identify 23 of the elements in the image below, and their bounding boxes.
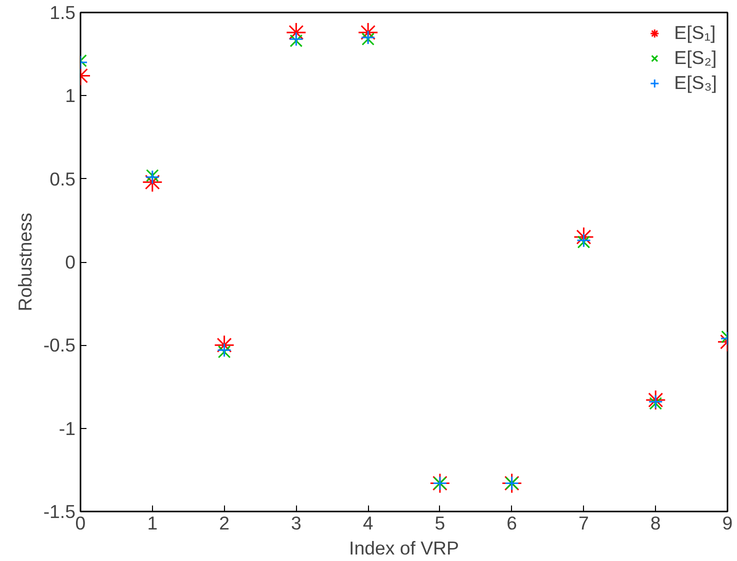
- legend-label: E[S₃]: [674, 72, 717, 94]
- y-tick-label: 0.5: [50, 168, 76, 190]
- y-tick-label: 1: [65, 85, 76, 106]
- x-tick-label: 5: [434, 512, 446, 534]
- legend-label: E[S₁]: [674, 22, 716, 44]
- y-tick-label: 0: [65, 252, 76, 272]
- x-tick-label: 2: [219, 512, 230, 534]
- x-tick-label: 3: [290, 512, 302, 534]
- legend-label: E[S₂]: [674, 47, 717, 69]
- x-axis-title: Index of VRP: [349, 538, 459, 558]
- x-tick-label: 6: [506, 512, 518, 534]
- x-tick-label: 7: [578, 512, 589, 534]
- x-tick-label: 9: [722, 512, 733, 534]
- y-tick-label: -0.5: [43, 334, 76, 356]
- point: [214, 334, 235, 356]
- x-tick-label: 8: [650, 512, 661, 534]
- point: [645, 390, 666, 410]
- y-tick-label: -1.5: [43, 501, 76, 522]
- y-tick-label: 1.5: [50, 2, 76, 23]
- y-tick-label: -1: [58, 418, 76, 439]
- y-axis-title: Robustness: [14, 212, 36, 312]
- x-tick-label: 4: [362, 512, 374, 534]
- x-tick-label: 1: [147, 512, 158, 534]
